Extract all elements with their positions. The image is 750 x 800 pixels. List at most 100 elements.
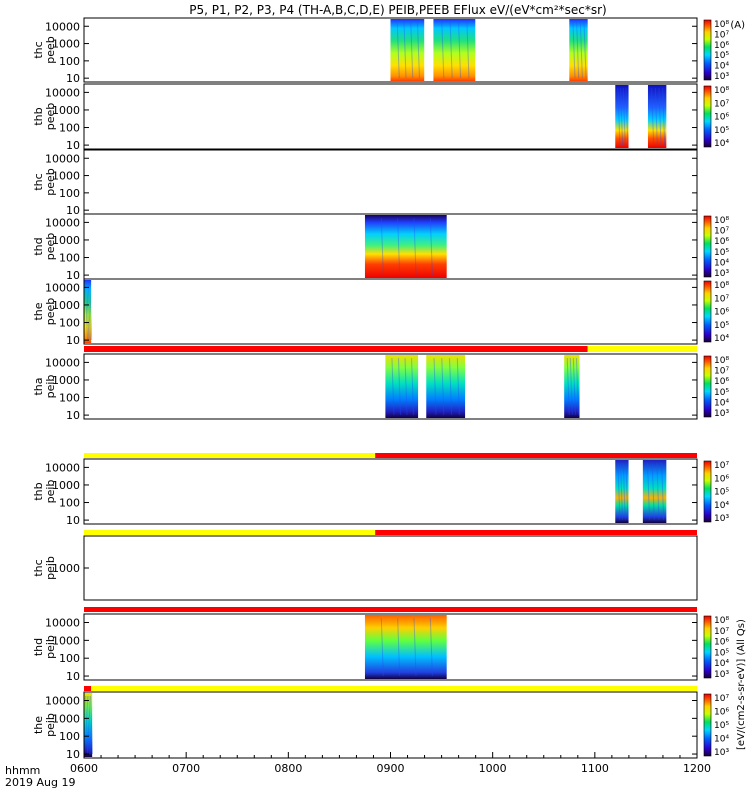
colorbar-tick-label: 10⁷ <box>714 694 729 704</box>
panel-label-probe: thc <box>32 559 45 576</box>
y-tick-label: 10 <box>66 204 80 217</box>
panel-label: thc peeb <box>32 36 57 64</box>
colorbar <box>703 215 712 278</box>
y-tick-label: 100 <box>59 252 80 265</box>
panel-frame <box>83 83 698 150</box>
colorbar-tick-label: 10⁷ <box>714 627 729 637</box>
panel-label: thb peeb <box>32 103 57 131</box>
spectrogram-streak <box>84 282 88 341</box>
colorbar-tick-label: 10⁵ <box>714 248 729 258</box>
panel-frame <box>83 149 698 215</box>
panel-thb_peib: 10000 1000 100 10 thb peib 10⁷ 10⁶ 10⁵ 10⁴ 10³ <box>32 458 729 527</box>
colorbar-tick-label: 10⁶ <box>714 308 729 318</box>
spectrogram-streak <box>380 217 384 276</box>
colorbar-tick-label: 10⁵ <box>714 388 729 398</box>
colorbar-tick-label: 10⁷ <box>714 461 729 471</box>
spectrogram-streak <box>658 87 662 146</box>
colorbar-tick-label: 10⁴ <box>714 334 729 344</box>
spectrogram-streak <box>397 217 401 276</box>
spectrogram-streak <box>662 87 666 146</box>
spectrogram-block <box>364 215 447 278</box>
panel-frame <box>83 535 698 601</box>
y-tick-label: 1000 <box>52 562 80 575</box>
spectrogram-streak <box>654 87 658 146</box>
status-bar-segment <box>375 530 697 535</box>
spectrogram-streak <box>433 357 437 416</box>
spectrogram-block <box>564 355 580 418</box>
spectrogram-block <box>426 355 466 418</box>
panel-label-probe: thd <box>32 237 45 255</box>
spectrogram-streak <box>456 357 460 416</box>
panel-the_peib: 10000 1000 100 10 the peib 10⁷ 10⁶ 10⁵ 10⁴ 10³ <box>32 691 729 761</box>
status-bars <box>84 346 697 691</box>
chart-title: P5, P1, P2, P3, P4 (TH-A,B,C,D,E) PEIB,P… <box>189 3 606 17</box>
panel-frame <box>83 17 698 83</box>
spectrogram-block <box>647 85 667 148</box>
spectrogram-streak <box>441 357 445 416</box>
y-tick-label: 10000 <box>45 461 80 474</box>
x-axis-label-hhmm: hhmm <box>5 764 40 777</box>
colorbar-tick-label: 10⁸ <box>714 216 729 226</box>
panel-label-product: peeb <box>44 233 57 261</box>
colorbar-tick-label: 10³ <box>714 72 729 82</box>
colorbar-tick-label: 10⁷ <box>714 30 729 40</box>
panel-label-probe: the <box>32 302 45 320</box>
x-axis-label-date: 2019 Aug 19 <box>5 776 75 789</box>
spectrogram-streak <box>617 462 621 521</box>
x-tick-label: 1100 <box>581 762 609 775</box>
colorbar-tick-label: 10⁷ <box>714 227 729 237</box>
colorbar-tick-label: 10⁴ <box>714 735 729 745</box>
y-tick-label: 10 <box>66 748 80 761</box>
spectrogram-streak <box>656 462 660 521</box>
panel-label-probe: thc <box>32 41 45 58</box>
spectrogram-streak <box>89 282 93 341</box>
colorbar-tick-label: 10⁸ <box>714 281 729 291</box>
panel-label: the peeb <box>32 298 57 326</box>
panel-label: thb peib <box>32 480 57 504</box>
status-bar-segment <box>91 686 697 691</box>
spectrogram-block <box>385 355 419 418</box>
panel-label-probe: thb <box>32 482 45 500</box>
panel-label-product: peib <box>44 713 57 737</box>
spectrogram-streak <box>88 695 92 755</box>
spectrogram-streak <box>617 87 621 146</box>
panel-label-probe: thd <box>32 638 45 656</box>
colorbar-tick-label: 10⁷ <box>714 294 729 304</box>
y-tick-label: 10 <box>66 514 80 527</box>
panel-label-product: peib <box>44 556 57 580</box>
spectrogram-streak <box>391 357 395 416</box>
spectrogram-streak <box>404 357 408 416</box>
y-tick-label: 10 <box>66 269 80 282</box>
status-bar-segment <box>84 686 92 691</box>
colorbar-tick-label: 10⁷ <box>714 99 729 109</box>
spectrogram-streak <box>576 21 580 79</box>
y-tick-label: 100 <box>59 55 80 68</box>
colorbar-units-text: [eV/(cm2-s-sr-eV)] (All Qs) <box>736 619 747 750</box>
spectrogram-streak <box>403 21 407 79</box>
colorbar-tick-label: 10⁶ <box>714 708 729 718</box>
spectrogram-streak <box>620 462 624 521</box>
spectrogram-streak <box>86 695 90 755</box>
status-bar-segment <box>587 346 697 352</box>
spectrogram-streak <box>86 282 90 341</box>
panel-frame <box>83 278 698 345</box>
colorbar-tick-label: 10⁴ <box>714 139 729 149</box>
spectrogram-block <box>615 460 629 523</box>
spectrogram-streak <box>410 21 414 79</box>
spectrogram-streak <box>620 87 624 146</box>
y-tick-label: 1000 <box>52 479 80 492</box>
y-tick-label: 1000 <box>52 299 80 312</box>
panel-the_peeb: 10000 1000 100 10 the peeb 10⁸ 10⁷ 10⁶ 10⁵ 10⁴ <box>32 278 729 347</box>
y-tick-label: 10000 <box>45 20 80 33</box>
panel-label-product: peib <box>44 375 57 399</box>
panel-frame <box>83 613 698 681</box>
colorbar-tick-label: 10⁴ <box>714 258 729 268</box>
y-tick-label: 10 <box>66 139 80 152</box>
spectrogram-streak <box>625 87 629 146</box>
colorbar-tick-label: 10⁴ <box>714 501 729 511</box>
colorbar-title: (A) <box>730 20 745 31</box>
colorbar-tick-label: 10⁶ <box>714 474 729 484</box>
y-tick-label: 100 <box>59 392 80 405</box>
spectrogram-streak <box>87 282 91 341</box>
